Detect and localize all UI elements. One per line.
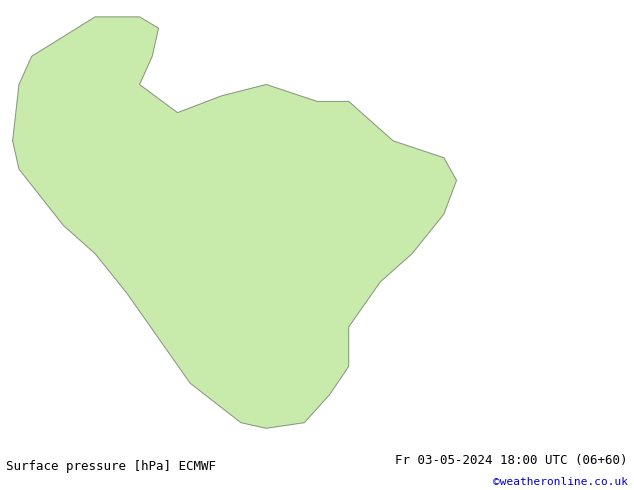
- Polygon shape: [13, 17, 456, 428]
- Text: Surface pressure [hPa] ECMWF: Surface pressure [hPa] ECMWF: [6, 460, 216, 473]
- Text: ©weatheronline.co.uk: ©weatheronline.co.uk: [493, 477, 628, 487]
- Text: Fr 03-05-2024 18:00 UTC (06+60): Fr 03-05-2024 18:00 UTC (06+60): [395, 454, 628, 467]
